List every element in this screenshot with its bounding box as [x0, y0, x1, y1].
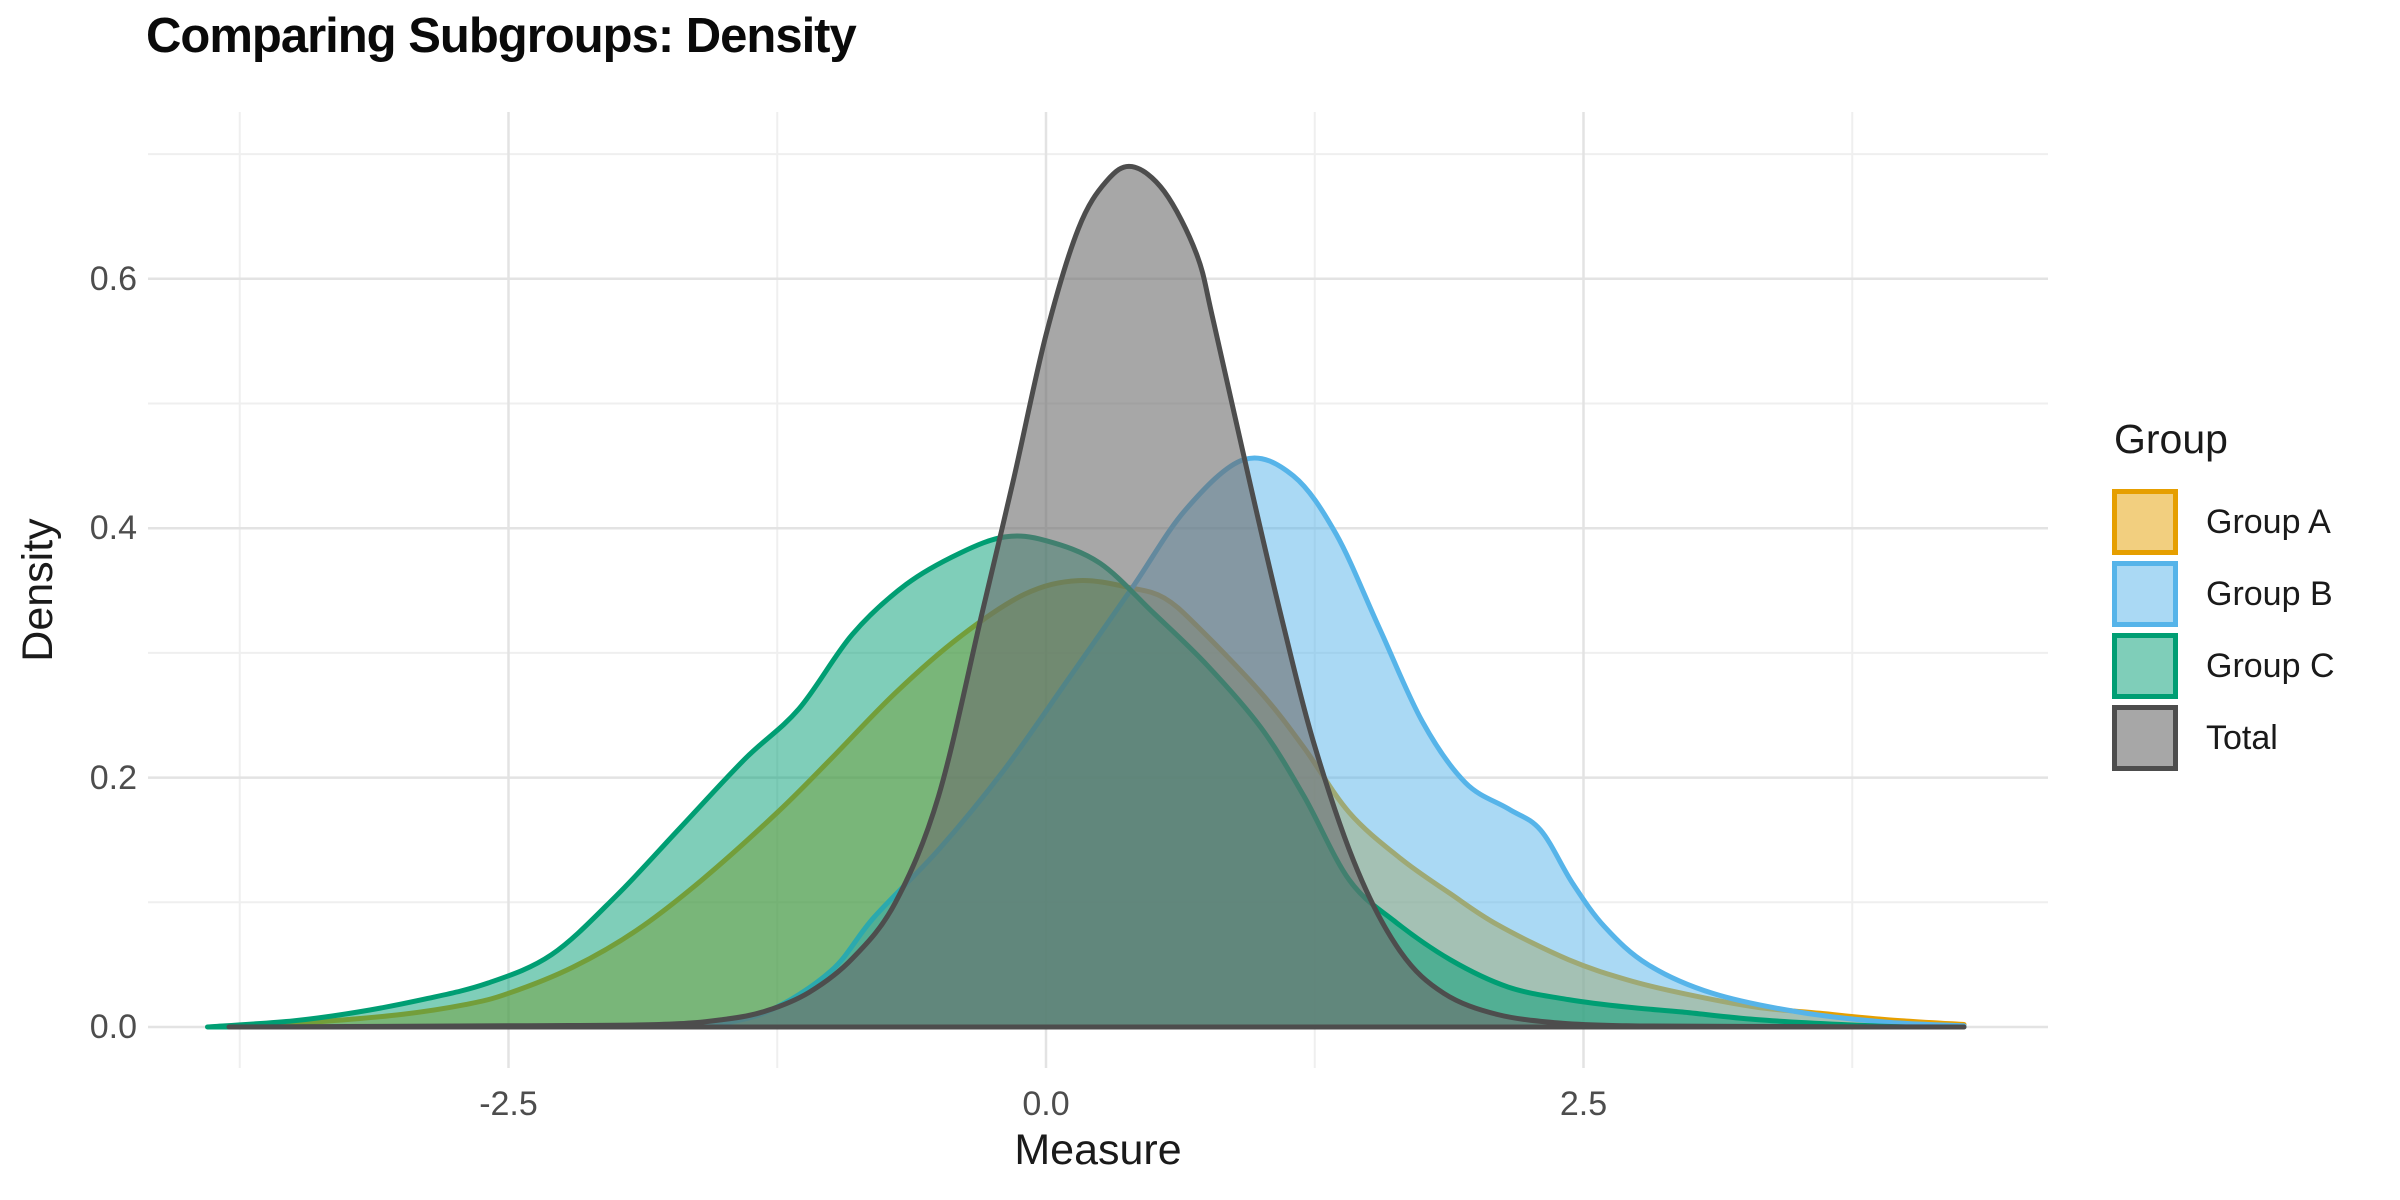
legend-label: Total [2206, 718, 2278, 757]
y-tick-label: 0.4 [89, 509, 137, 548]
legend-key-swatch [2112, 633, 2178, 699]
x-tick-label: 0.0 [1022, 1085, 1070, 1123]
x-tick-label: 2.5 [1559, 1085, 1608, 1123]
legend-label: Group C [2206, 646, 2335, 685]
legend-item-group-b: Group B [2112, 561, 2335, 627]
y-tick-label: 0.6 [89, 259, 137, 298]
legend-label: Group A [2206, 502, 2331, 541]
legend-key-swatch [2112, 561, 2178, 627]
x-axis-title: Measure [1014, 1126, 1182, 1174]
legend-key-swatch [2112, 489, 2178, 555]
legend-title: Group [2114, 416, 2228, 462]
y-tick-label: 0.0 [89, 1008, 137, 1046]
legend-item-group-a: Group A [2112, 489, 2335, 555]
legend: Group Group A Group B Group C Total [2112, 416, 2335, 777]
y-tick-label: 0.2 [89, 758, 137, 797]
x-tick-label: -2.5 [479, 1085, 538, 1123]
legend-item-group-c: Group C [2112, 633, 2335, 699]
plot-title: Comparing Subgroups: Density [146, 9, 857, 63]
legend-items: Group A Group B Group C Total [2112, 489, 2335, 771]
y-axis-title: Density [14, 518, 62, 662]
legend-item-total: Total [2112, 705, 2335, 771]
density-curve-total [226, 163, 1967, 1030]
legend-key-swatch [2112, 705, 2178, 771]
legend-label: Group B [2206, 574, 2333, 613]
